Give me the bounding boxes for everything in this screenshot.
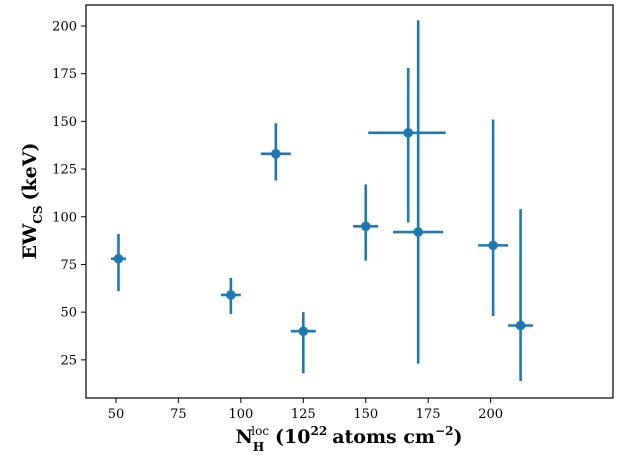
x-tick-label: 175 bbox=[416, 407, 441, 422]
data-point-group bbox=[110, 233, 126, 292]
x-label-sup: loc bbox=[251, 424, 269, 438]
x-tick-label: 150 bbox=[353, 407, 378, 422]
x-tick-label: 75 bbox=[170, 407, 187, 422]
y-tick-label: 75 bbox=[60, 258, 77, 273]
x-axis-label: NHloc (1022 atoms cm−2) bbox=[236, 424, 463, 454]
data-marks bbox=[110, 20, 534, 381]
plot-frame bbox=[85, 4, 614, 399]
x-label-rest: (10 bbox=[275, 426, 310, 448]
data-point bbox=[298, 326, 309, 337]
y-label-main: EW bbox=[19, 223, 41, 259]
y-tick-label: 200 bbox=[52, 19, 77, 34]
y-label-rest: (keV) bbox=[19, 142, 41, 200]
x-tick-label: 125 bbox=[291, 407, 316, 422]
data-point bbox=[488, 240, 498, 251]
x-label-rest2: atoms cm bbox=[332, 426, 435, 448]
data-point bbox=[515, 320, 526, 331]
y-axis-label: EWCS (keV) bbox=[19, 142, 45, 259]
data-point-group bbox=[508, 209, 534, 381]
x-label-exp2: −2 bbox=[435, 424, 453, 438]
x-label-main: N bbox=[236, 426, 253, 448]
data-point bbox=[271, 149, 281, 159]
data-point bbox=[403, 128, 413, 138]
y-tick-label: 175 bbox=[52, 67, 77, 82]
x-label-sub: H bbox=[253, 440, 264, 454]
x-tick-label: 100 bbox=[228, 407, 253, 422]
y-axis-ticks: 25 50 75 100 125 150 175 200 bbox=[52, 19, 86, 368]
data-point bbox=[360, 221, 371, 232]
y-tick-label: 125 bbox=[52, 163, 77, 178]
y-tick-label: 25 bbox=[60, 353, 77, 368]
x-axis-ticks: 50 75 100 125 150 175 200 bbox=[108, 398, 503, 422]
y-tick-label: 150 bbox=[52, 115, 77, 130]
x-label-exp: 22 bbox=[310, 424, 327, 438]
y-tick-label: 50 bbox=[60, 306, 77, 321]
data-point bbox=[413, 227, 423, 237]
y-label-sub: CS bbox=[31, 205, 45, 223]
x-tick-label: 200 bbox=[478, 407, 503, 422]
data-point-group bbox=[290, 312, 316, 374]
y-tick-label: 100 bbox=[52, 210, 77, 225]
data-point-group bbox=[220, 277, 241, 315]
data-point bbox=[226, 290, 236, 300]
data-point-group bbox=[353, 184, 379, 261]
data-point-group bbox=[368, 67, 446, 223]
data-point bbox=[113, 253, 124, 264]
data-point-group bbox=[260, 123, 291, 181]
data-point-group bbox=[393, 20, 444, 364]
data-point-group bbox=[478, 119, 509, 316]
x-label-close: ) bbox=[453, 426, 462, 448]
x-tick-label: 50 bbox=[108, 407, 125, 422]
